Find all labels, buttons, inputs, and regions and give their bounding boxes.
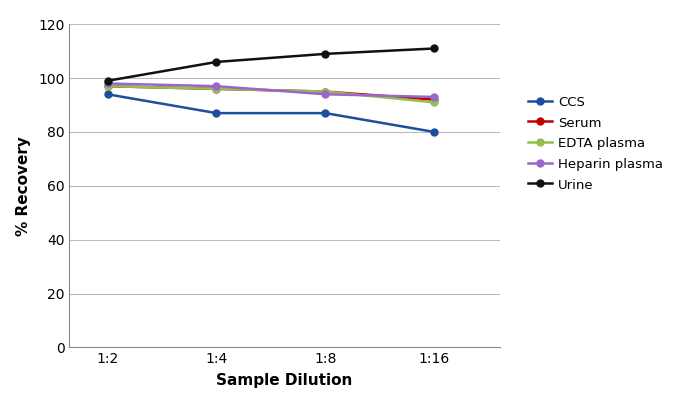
Serum <box>103 84 112 88</box>
Line: Heparin plasma: Heparin plasma <box>104 80 438 101</box>
Urine <box>103 78 112 83</box>
Line: CCS: CCS <box>104 91 438 135</box>
CCS <box>212 111 221 116</box>
Serum <box>212 86 221 91</box>
X-axis label: Sample Dilution: Sample Dilution <box>217 373 353 388</box>
Heparin plasma <box>321 92 330 97</box>
CCS <box>430 130 439 135</box>
Serum <box>430 97 439 102</box>
Y-axis label: % Recovery: % Recovery <box>16 136 31 236</box>
Line: Urine: Urine <box>104 45 438 84</box>
Legend: CCS, Serum, EDTA plasma, Heparin plasma, Urine: CCS, Serum, EDTA plasma, Heparin plasma,… <box>528 95 663 191</box>
EDTA plasma <box>212 86 221 91</box>
Line: Serum: Serum <box>104 83 438 103</box>
EDTA plasma <box>103 84 112 88</box>
Heparin plasma <box>430 95 439 99</box>
Urine <box>321 51 330 56</box>
EDTA plasma <box>321 89 330 94</box>
CCS <box>321 111 330 116</box>
Heparin plasma <box>212 84 221 88</box>
Urine <box>430 46 439 51</box>
EDTA plasma <box>430 100 439 105</box>
CCS <box>103 92 112 97</box>
Heparin plasma <box>103 81 112 86</box>
Urine <box>212 59 221 64</box>
Line: EDTA plasma: EDTA plasma <box>104 83 438 106</box>
Serum <box>321 89 330 94</box>
